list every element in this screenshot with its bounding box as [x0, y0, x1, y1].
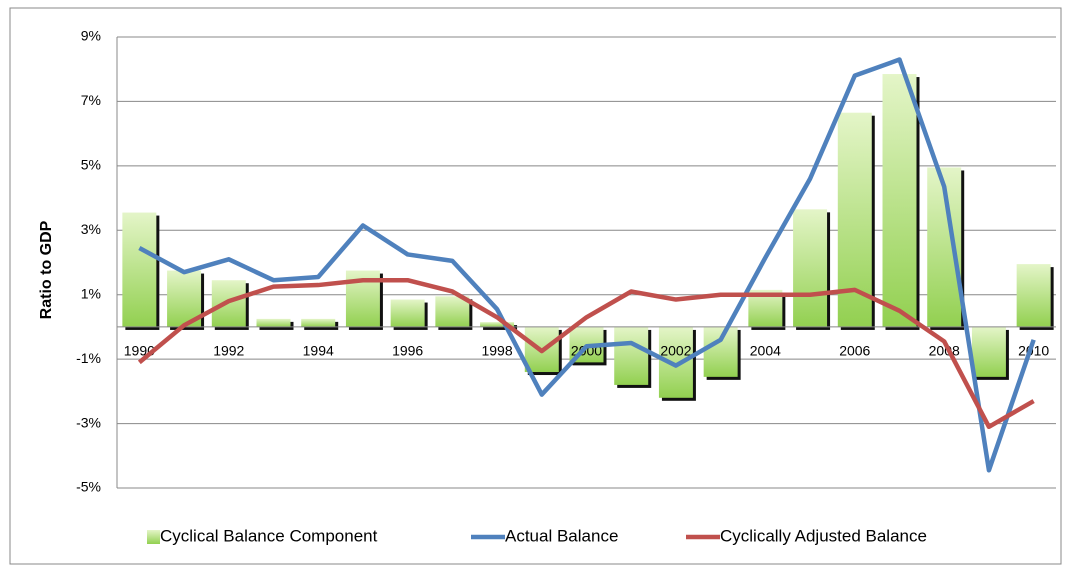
x-tick-label: 1998: [481, 343, 512, 359]
y-tick-label: 9%: [81, 28, 101, 44]
legend-label: Cyclical Balance Component: [160, 526, 378, 545]
y-tick-label: 3%: [81, 221, 101, 237]
bar: [703, 326, 738, 377]
bar: [435, 296, 470, 327]
legend-label: Cyclically Adjusted Balance: [720, 526, 927, 545]
y-axis-title: Ratio to GDP: [38, 220, 55, 319]
x-tick-label: 2004: [750, 343, 781, 359]
bar: [301, 318, 336, 327]
chart-frame: [9, 7, 1062, 565]
bar-shadow: [483, 325, 518, 330]
y-tick-label: 1%: [81, 285, 101, 301]
line-series: [137, 277, 1035, 430]
bar: [793, 209, 828, 327]
y-tick-label: -1%: [76, 350, 101, 366]
bar: [256, 318, 291, 327]
bar: [122, 212, 157, 327]
y-tick-label: 7%: [81, 92, 101, 108]
legend-label: Actual Balance: [505, 526, 618, 545]
y-tick-label: -3%: [76, 414, 101, 430]
x-tick-label: 1992: [213, 343, 244, 359]
bar: [971, 326, 1006, 377]
x-tick-label: 2002: [660, 343, 691, 359]
x-tick-label: 2010: [1018, 343, 1049, 359]
bar: [882, 74, 917, 327]
x-tick-label: 1996: [392, 343, 423, 359]
y-tick-label: -5%: [76, 479, 101, 495]
bar: [658, 326, 693, 398]
y-tick-label: 5%: [81, 157, 101, 173]
legend-swatch: [147, 530, 160, 544]
line-series: [138, 57, 1036, 473]
x-tick-label: 1994: [303, 343, 334, 359]
bar: [1016, 264, 1051, 327]
bar: [614, 326, 649, 385]
bar: [480, 322, 515, 327]
x-tick-label: 2006: [839, 343, 870, 359]
bar: [390, 299, 425, 327]
